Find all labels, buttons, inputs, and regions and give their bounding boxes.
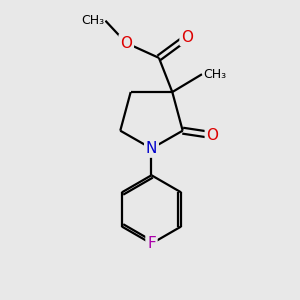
Text: N: N <box>146 141 157 156</box>
Text: CH₃: CH₃ <box>203 68 226 81</box>
Text: CH₃: CH₃ <box>81 14 104 27</box>
Text: O: O <box>206 128 218 142</box>
Text: F: F <box>147 236 156 251</box>
Text: O: O <box>120 35 132 50</box>
Text: O: O <box>181 30 193 45</box>
